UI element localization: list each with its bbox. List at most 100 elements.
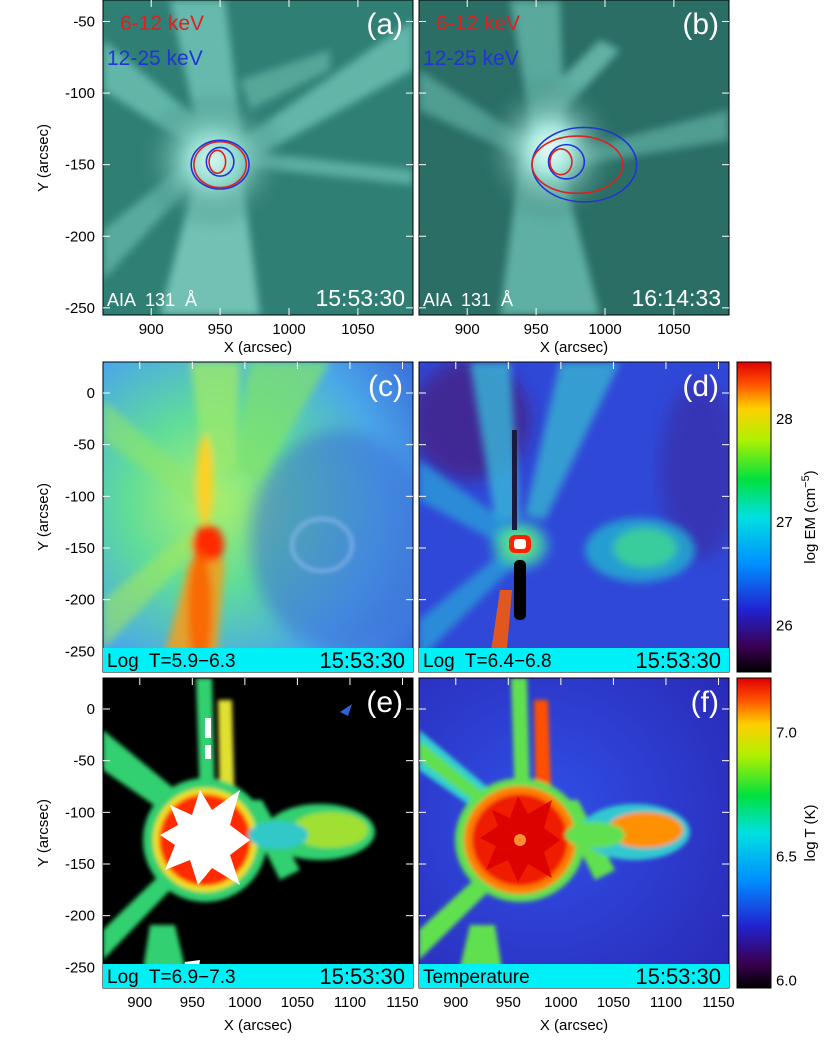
panel-e-ylabel: Y (arcsec) bbox=[35, 799, 52, 867]
colorbar-em-ramp bbox=[736, 361, 772, 673]
colorbar-tick-label: 26 bbox=[776, 618, 793, 635]
colorbar-tick-label: 27 bbox=[776, 514, 793, 531]
panel-f-label: (f) bbox=[691, 686, 719, 719]
panel-e-ytick-label: -150 bbox=[65, 856, 95, 873]
panel-a-ytick-label: -50 bbox=[73, 13, 95, 30]
panel-f-band: Temperature bbox=[423, 967, 530, 988]
panel-f-xtick-label: 1100 bbox=[650, 994, 682, 1011]
panel-e-ytick-label: 0 bbox=[87, 701, 95, 718]
panel-a-legend-12-25: 12-25 keV bbox=[107, 47, 203, 70]
colorbar-temperature-ramp bbox=[736, 677, 772, 989]
colorbar-tick-label: 7.0 bbox=[776, 725, 797, 742]
panel-f-xtick-label: 1000 bbox=[544, 994, 577, 1011]
panel-f-xtick-label: 900 bbox=[443, 994, 468, 1011]
panel-c-ytick-label: -150 bbox=[65, 540, 95, 557]
panel-f-xtick-label: 1150 bbox=[702, 994, 734, 1011]
panel-c-time: 15:53:30 bbox=[319, 648, 405, 673]
panel-d-image bbox=[419, 362, 729, 672]
panel-e-ytick-label: -200 bbox=[65, 908, 95, 925]
panel-e-xtick-label: 1050 bbox=[281, 994, 314, 1011]
panel-d-band-bar bbox=[419, 648, 729, 672]
panel-b-xtick-label: 950 bbox=[524, 321, 549, 338]
panel-f-xlabel: X (arcsec) bbox=[540, 1017, 608, 1034]
panel-b-instrument: AIA 131 Å bbox=[423, 290, 513, 310]
panel-e-xtick-label: 1150 bbox=[386, 994, 418, 1011]
colorbar-tick-label: 6.5 bbox=[776, 849, 797, 866]
panel-f-band-bar bbox=[419, 964, 729, 988]
panel-a-ylabel: Y (arcsec) bbox=[35, 124, 52, 192]
colorbar-temperature: log T (K) bbox=[736, 677, 819, 989]
panel-e-xtick-label: 950 bbox=[180, 994, 205, 1011]
panel-c-ytick-label: -100 bbox=[65, 488, 95, 505]
panel-e-ytick-label: -100 bbox=[65, 804, 95, 821]
colorbar-tick-label: 6.0 bbox=[776, 973, 797, 990]
panel-b-contour-4 bbox=[549, 148, 573, 176]
panel-e-xtick-label: 1000 bbox=[228, 994, 261, 1011]
panel-d-band: Log T=6.4−6.8 bbox=[423, 651, 552, 672]
panel-c-label: (c) bbox=[368, 370, 403, 403]
panel-e-time: 15:53:30 bbox=[319, 964, 405, 989]
panel-e-ytick-label: -50 bbox=[73, 753, 95, 770]
panel-e-ytick-label: -250 bbox=[65, 959, 95, 976]
panel-a-ytick-label: -150 bbox=[65, 157, 95, 174]
panel-a-ytick-label: -200 bbox=[65, 228, 95, 245]
panel-c-band-bar bbox=[103, 648, 413, 672]
panel-b-contour-2 bbox=[531, 135, 624, 195]
panel-f-image bbox=[419, 678, 729, 988]
panel-a-time: 15:53:30 bbox=[315, 285, 405, 311]
panel-b-legend-12-25: 12-25 keV bbox=[423, 47, 519, 70]
panel-b-xlabel: X (arcsec) bbox=[540, 339, 608, 356]
panel-a-instrument: AIA 131 Å bbox=[107, 290, 197, 310]
panel-a-image bbox=[103, 0, 413, 315]
panel-c-band: Log T=5.9−6.3 bbox=[107, 651, 236, 672]
panel-b-image bbox=[419, 0, 729, 315]
panel-a-legend-6-12: 6-12 keV bbox=[120, 12, 204, 35]
panel-a-label: (a) bbox=[366, 8, 403, 41]
panel-a-contour-3 bbox=[205, 146, 235, 177]
panel-a-xlabel: X (arcsec) bbox=[224, 339, 292, 356]
panel-b-label: (b) bbox=[682, 8, 719, 41]
panel-a-contour-4 bbox=[208, 149, 227, 175]
panel-annotations: (a) (b) (c) (d) (e) (f) 6-12 keV 12-25 k… bbox=[103, 8, 729, 989]
panel-c-ytick-label: 0 bbox=[87, 385, 95, 402]
panel-e-label: (e) bbox=[366, 686, 403, 719]
panel-a-xtick-label: 950 bbox=[208, 321, 233, 338]
colorbar-em: log EM (cm−5) bbox=[736, 361, 819, 673]
panel-a-xtick-label: 900 bbox=[139, 321, 164, 338]
panel-b-contour-3 bbox=[547, 143, 586, 180]
panel-b-legend-6-12: 6-12 keV bbox=[436, 12, 520, 35]
panel-e-xtick-label: 1100 bbox=[334, 994, 366, 1011]
panel-b-frame bbox=[418, 0, 730, 316]
panel-e-image bbox=[103, 678, 413, 988]
axis-titles: Y (arcsec) Y (arcsec) Y (arcsec) X (arcs… bbox=[35, 124, 608, 1034]
colorbar-tick-label: 28 bbox=[776, 411, 793, 428]
colorbar-em-title: log EM (cm−5) bbox=[800, 470, 819, 563]
panel-f-xtick-label: 950 bbox=[496, 994, 521, 1011]
panel-e-xlabel: X (arcsec) bbox=[224, 1017, 292, 1034]
panel-a-xtick-label: 1050 bbox=[341, 321, 374, 338]
panel-c-ytick-label: -250 bbox=[65, 643, 95, 660]
colorbar-temperature-title: log T (K) bbox=[802, 805, 819, 862]
panel-d-label: (d) bbox=[682, 370, 719, 403]
panel-f-xtick-label: 1050 bbox=[597, 994, 630, 1011]
panel-c-ylabel: Y (arcsec) bbox=[35, 483, 52, 551]
panel-f-time: 15:53:30 bbox=[635, 964, 721, 989]
panel-d-time: 15:53:30 bbox=[635, 648, 721, 673]
panel-e-band-bar bbox=[103, 964, 413, 988]
panel-c-image bbox=[103, 362, 413, 672]
panel-a-ytick-label: -250 bbox=[65, 300, 95, 317]
panel-b-xtick-label: 1050 bbox=[657, 321, 690, 338]
panel-a-frame bbox=[102, 0, 414, 316]
panel-a-xtick-label: 1000 bbox=[272, 321, 305, 338]
panel-a-ytick-label: -100 bbox=[65, 85, 95, 102]
panel-e-xtick-label: 900 bbox=[127, 994, 152, 1011]
panel-b-xtick-label: 900 bbox=[455, 321, 480, 338]
panel-b-time: 16:14:33 bbox=[631, 285, 721, 311]
panel-a-contour-1 bbox=[190, 139, 250, 190]
panel-e-band: Log T=6.9−7.3 bbox=[107, 967, 236, 988]
panel-a-contour-2 bbox=[193, 140, 248, 189]
panel-c-ytick-label: -200 bbox=[65, 592, 95, 609]
panel-c-ytick-label: -50 bbox=[73, 437, 95, 454]
panel-b-xtick-label: 1000 bbox=[588, 321, 621, 338]
